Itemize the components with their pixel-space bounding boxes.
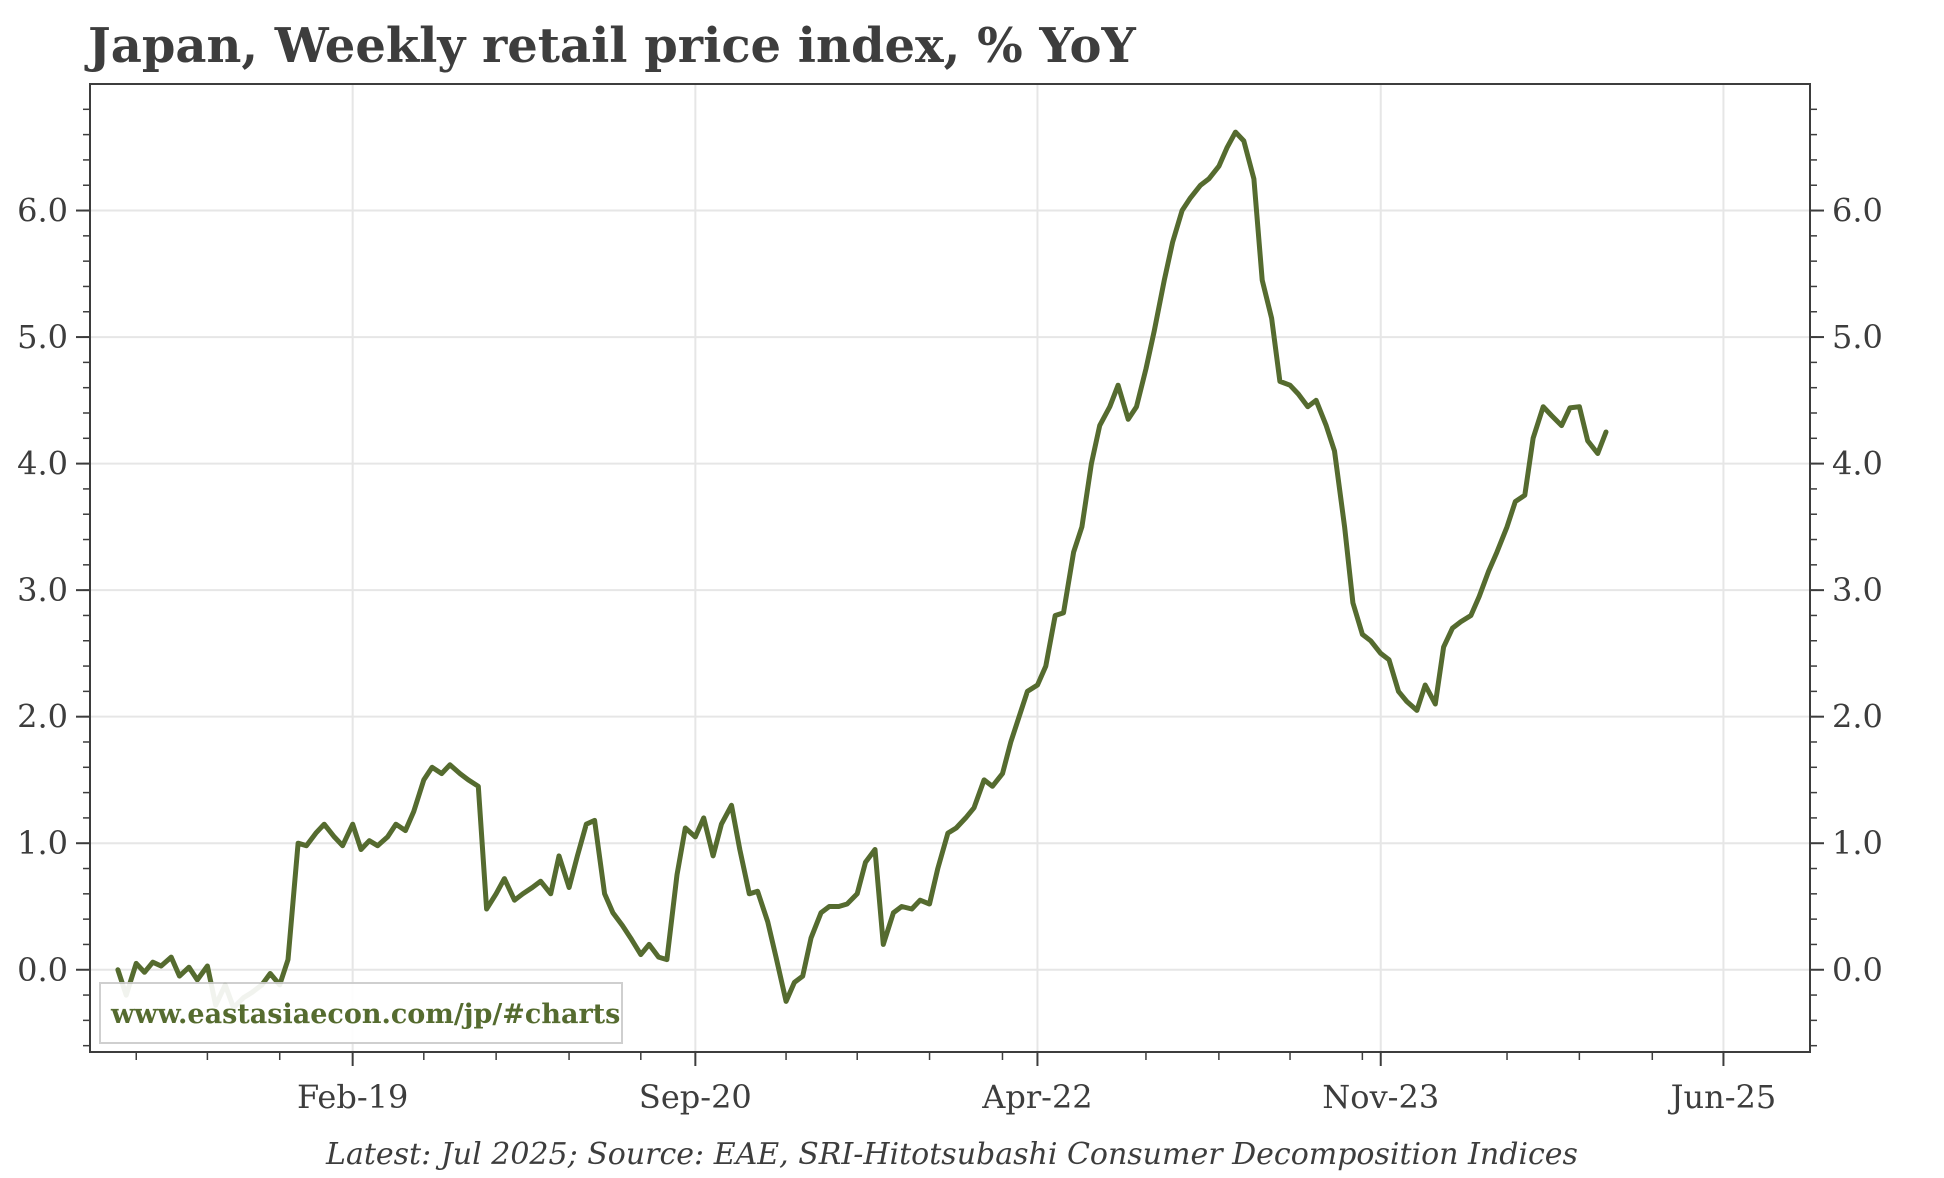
x-axis: Feb-19 Sep-20 Apr-22 Nov-23 Jun-25 [135, 1052, 1777, 1116]
y-axis-left: 0.0 1.0 2.0 3.0 4.0 5.0 6.0 [17, 108, 90, 1047]
x-tick-label: Feb-19 [297, 1078, 408, 1116]
y-tick-label-left: 5.0 [17, 318, 68, 356]
y-tick-label-right: 1.0 [1832, 824, 1883, 862]
y-tick-label-left: 1.0 [17, 824, 68, 862]
chart-title: Japan, Weekly retail price index, % YoY [84, 18, 1137, 74]
y-tick-label-left: 2.0 [17, 698, 68, 736]
y-tick-label-right: 3.0 [1832, 571, 1883, 609]
watermark: www.eastasiaecon.com/jp/#charts [110, 999, 620, 1030]
x-tick-label: Nov-23 [1322, 1078, 1439, 1116]
y-tick-label-right: 0.0 [1832, 951, 1883, 989]
y-axis-right: 0.0 1.0 2.0 3.0 4.0 5.0 6.0 [1810, 108, 1883, 1047]
watermark-box: www.eastasiaecon.com/jp/#charts [99, 982, 623, 1044]
series-line [115, 129, 1609, 1011]
x-tick-label: Jun-25 [1668, 1078, 1777, 1116]
y-tick-label-left: 6.0 [17, 192, 68, 230]
y-tick-label-right: 6.0 [1832, 192, 1883, 230]
y-tick-label-right: 4.0 [1832, 445, 1883, 483]
y-tick-label-right: 2.0 [1832, 698, 1883, 736]
plot-frame [89, 83, 1811, 1053]
x-tick-label: Apr-22 [981, 1078, 1092, 1116]
y-tick-label-right: 5.0 [1832, 318, 1883, 356]
grid [90, 84, 1810, 1052]
x-tick-label: Sep-20 [639, 1078, 752, 1116]
y-tick-label-left: 4.0 [17, 445, 68, 483]
y-tick-label-left: 0.0 [17, 951, 68, 989]
y-tick-label-left: 3.0 [17, 571, 68, 609]
chart-footer: Latest: Jul 2025; Source: EAE, SRI-Hitot… [325, 1137, 1578, 1172]
